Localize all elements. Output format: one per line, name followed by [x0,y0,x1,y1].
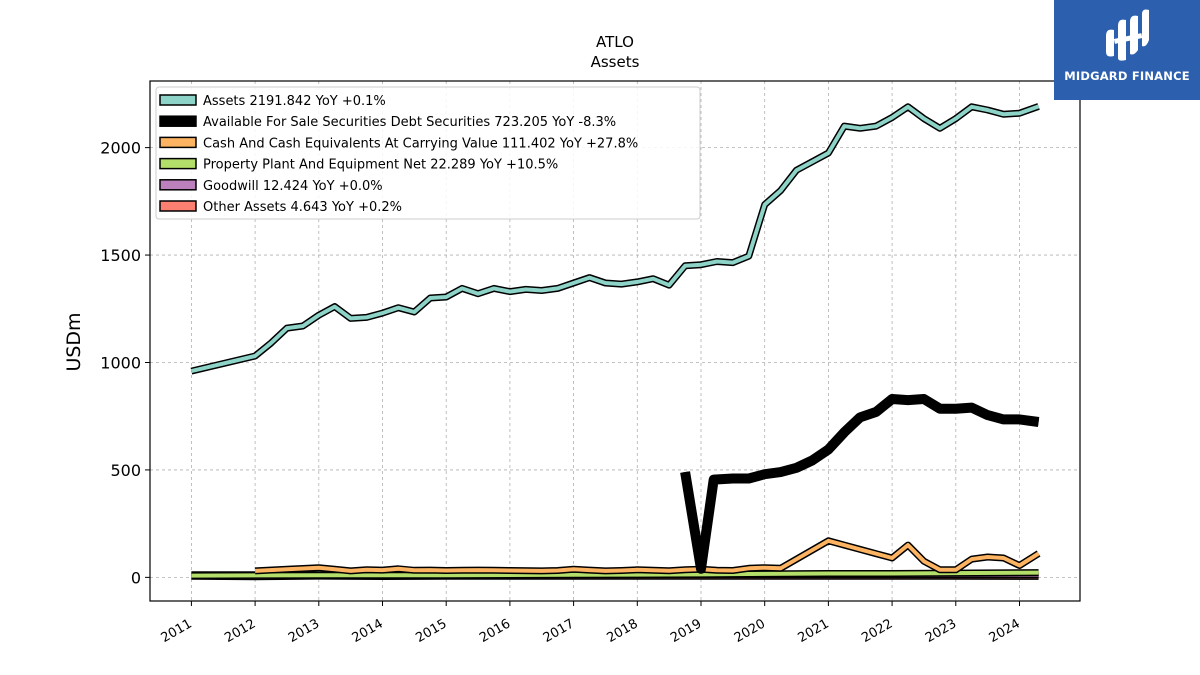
midgard-finance-logo-icon [1106,9,1149,61]
legend-label: Assets 2191.842 YoY +0.1% [203,94,386,109]
series-line [254,538,1040,573]
brand-logo: MIDGARD FINANCE [1054,0,1200,100]
x-tick-label: 2019 [668,616,704,646]
x-tick-label: 2018 [604,616,640,646]
legend: Assets 2191.842 YoY +0.1% Available For S… [155,86,701,220]
x-tick-label: 2022 [859,616,895,646]
series-line [191,570,1039,578]
y-tick-label: 2000 [100,139,141,158]
legend-label: Property Plant And Equipment Net 22.289 … [203,158,558,173]
grid-lines [150,81,1080,601]
legend-swatch [159,200,197,212]
x-tick-label: 2015 [413,616,449,646]
x-tick-label: 2020 [732,616,768,646]
plot-frame [149,80,1081,602]
chart-subtitle: Assets [591,53,640,71]
series-line-outline [680,394,1040,574]
legend-swatch [159,115,197,127]
series-3 [191,569,1039,580]
x-tick-label: 2013 [286,616,322,646]
legend-label: Cash And Cash Equivalents At Carrying Va… [203,136,638,151]
y-tick-label: 1000 [100,353,141,372]
brand-name: MIDGARD FINANCE [1064,69,1190,83]
y-axis-label: USDm [63,312,85,371]
series-lines [190,103,1041,581]
x-tick-label: 2012 [222,616,258,646]
y-tick-label: 1500 [100,246,141,265]
series-2 [254,537,1041,575]
legend-swatch [159,157,197,170]
y-tick-label: 500 [110,461,141,480]
x-tick-label: 2017 [541,616,577,646]
x-tick-label: 2016 [477,616,513,646]
legend-label: Available For Sale Securities Debt Secur… [203,115,616,130]
legend-label: Other Assets 4.643 YoY +0.2% [203,200,402,215]
x-tick-label: 2021 [796,616,832,646]
x-tick-label: 2024 [987,616,1023,646]
series-0 [190,103,1040,375]
legend-label: Goodwill 12.424 YoY +0.0% [203,179,383,194]
legend-swatch [159,136,197,149]
series-line [681,395,1040,573]
x-tick-label: 2023 [923,616,959,646]
legend-swatch [159,179,197,191]
series-1 [680,394,1040,574]
x-tick-label: 2014 [350,616,386,646]
legend-box [155,86,701,220]
series-line [190,104,1040,374]
chart-title: ATLO [596,33,634,51]
legend-swatch [159,94,197,106]
x-tick-label: 2011 [159,616,195,646]
y-tick-label: 0 [131,568,141,587]
